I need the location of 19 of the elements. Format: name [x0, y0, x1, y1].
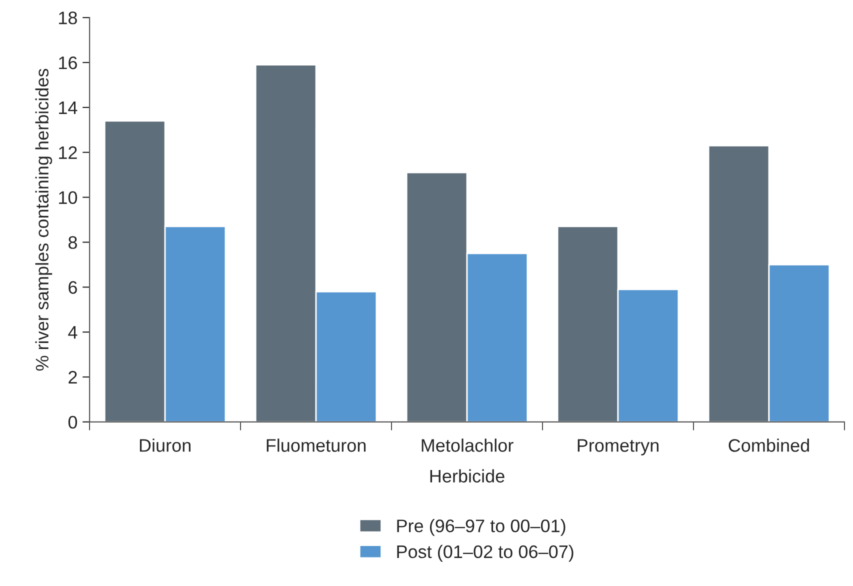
legend-label: Pre (96–97 to 00–01) [397, 519, 566, 536]
x-tick-label: Combined [728, 438, 809, 452]
y-tick-label: 8 [68, 236, 77, 249]
y-tick-label: 12 [59, 146, 77, 159]
y-tick-label: 16 [59, 56, 77, 70]
x-axis-title: Herbicide [430, 469, 504, 483]
y-tick-label: 0 [68, 416, 78, 429]
y-tick-label: 6 [68, 281, 77, 294]
x-tick-label: Prometryn [578, 439, 658, 456]
x-tick-label: Metolachlor [422, 438, 514, 452]
y-tick-label: 10 [59, 191, 78, 204]
y-tick-label: 18 [59, 12, 77, 24]
x-tick-label: Diuron [140, 438, 190, 452]
y-tick-label: 2 [68, 370, 77, 384]
legend-label: Post (01–02 to 06–07) [397, 544, 574, 562]
y-tick-label: 14 [59, 102, 78, 114]
y-axis-title: % river samples containing herbicides [35, 68, 52, 371]
x-tick-label: Fluometuron [266, 438, 366, 452]
y-tick-label: 4 [68, 326, 78, 339]
